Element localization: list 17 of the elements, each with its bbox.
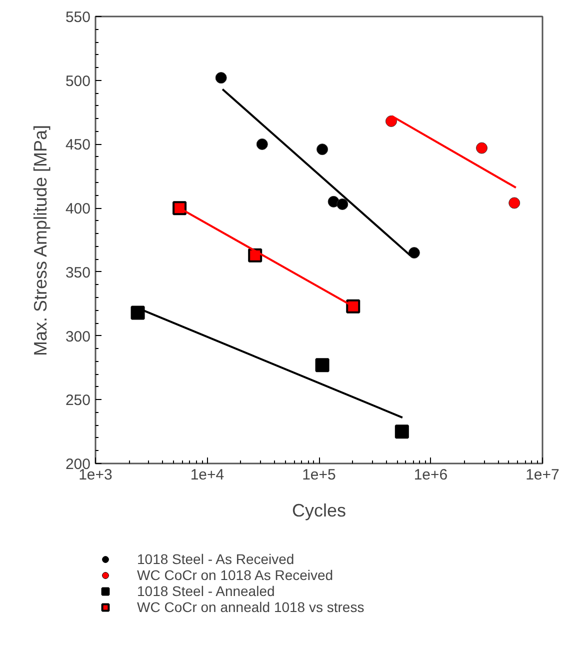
y-tick-label: 500 [65, 72, 91, 90]
x-tick-label: 1e+5 [302, 466, 336, 484]
x-tick-label: 1e+4 [190, 466, 224, 484]
x-tick-label: 1e+6 [414, 466, 448, 484]
legend-label: 1018 Steel - Annealed [137, 583, 275, 599]
legend-label: 1018 Steel - As Received [137, 551, 294, 567]
y-tick-label: 300 [65, 328, 91, 346]
legend-label: WC CoCr on anneald 1018 vs stress [137, 599, 364, 615]
y-tick-label: 400 [65, 200, 91, 218]
y-tick-label: 350 [65, 264, 91, 282]
y-tick-label: 450 [65, 136, 91, 154]
x-axis-title: Cycles [292, 500, 346, 520]
y-axis-title: Max. Stress Amplitude [MPa] [30, 124, 50, 356]
legend-label: WC CoCr on 1018 As Received [137, 567, 334, 583]
x-tick-label: 1e+7 [526, 466, 560, 484]
y-tick-label: 550 [65, 9, 91, 26]
y-tick-label: 250 [65, 392, 91, 410]
